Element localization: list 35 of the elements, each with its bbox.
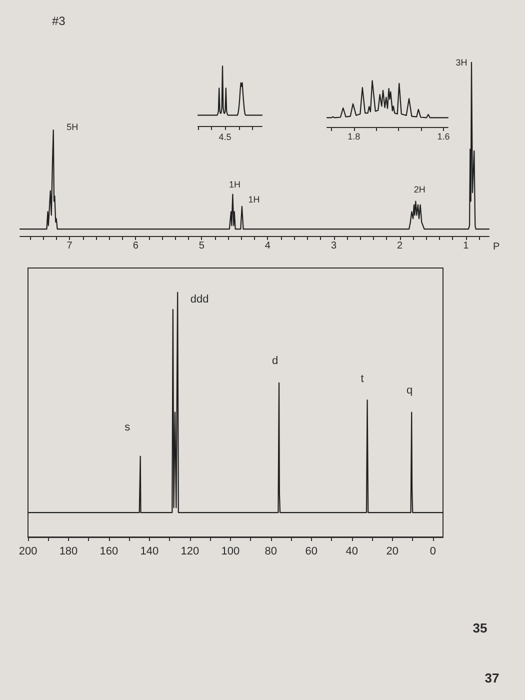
x-tick-label: 120 [180, 546, 200, 558]
annotation: ddd [190, 293, 209, 306]
x-tick-label: 1.6 [437, 132, 450, 142]
x-tick-label: 5 [198, 240, 205, 252]
annotation: d [272, 354, 278, 367]
x-tick-label: 160 [100, 546, 118, 558]
annotation: 4.5 [218, 132, 232, 142]
x-tick-label: 4 [264, 240, 271, 252]
text: 35 [472, 620, 488, 636]
x-tick-label: 3 [330, 240, 337, 252]
x-tick-label: 140 [140, 546, 159, 558]
annotation: 2H [414, 184, 426, 194]
annotation: s [124, 421, 131, 434]
x-tick-label: 80 [264, 546, 278, 558]
x-tick-label: 1 [463, 240, 470, 252]
x-tick-label: 0 [430, 546, 436, 558]
x-tick-label: 200 [18, 546, 38, 558]
text: 37 [484, 670, 500, 686]
x-tick-label: 180 [59, 546, 78, 558]
annotation: 3H [456, 57, 468, 68]
x-tick-label: 20 [386, 546, 399, 558]
annotation: t [360, 373, 364, 386]
x-tick-label: 2 [397, 240, 404, 252]
x-tick-label: 60 [305, 546, 318, 558]
x-tick-label: 40 [346, 546, 358, 558]
annotation: 5H [66, 122, 78, 132]
x-tick-label: 1.8 [348, 132, 360, 142]
annotation: 1H [228, 179, 240, 190]
x-tick-label: 6 [132, 240, 139, 252]
chart-title: #3 [52, 14, 66, 28]
x-tick-label: 100 [221, 546, 240, 558]
annotation: q [406, 384, 413, 396]
annotation: 1H [248, 194, 260, 204]
x-tick-label: 7 [66, 240, 73, 252]
x-axis-title: P [493, 242, 500, 252]
